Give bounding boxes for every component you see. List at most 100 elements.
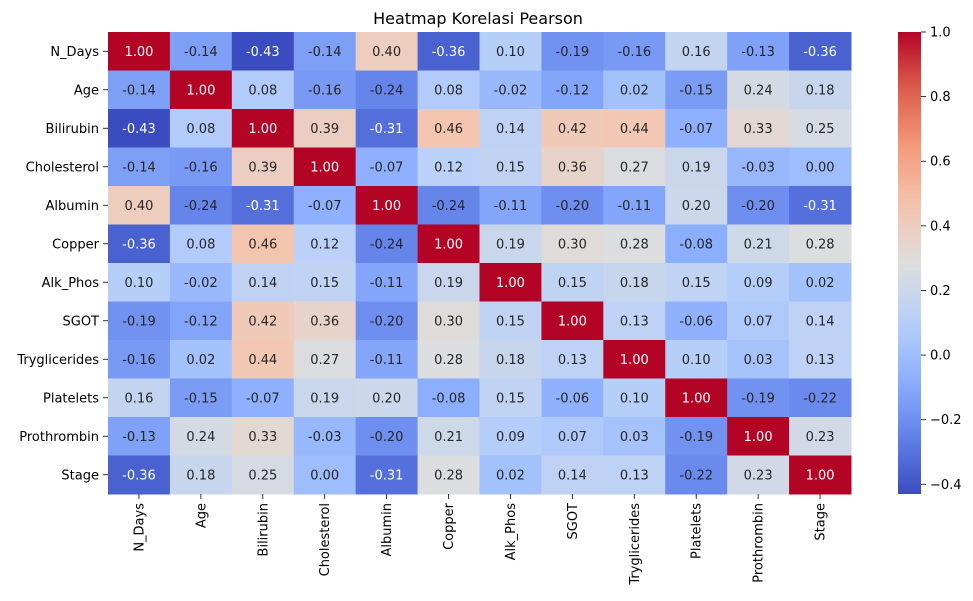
cell-value-label: -0.07 bbox=[308, 199, 342, 214]
cell-value-label: 0.13 bbox=[620, 314, 649, 329]
heatmap-cell bbox=[479, 455, 542, 495]
heatmap-cell bbox=[479, 109, 542, 148]
heatmap-cell bbox=[479, 186, 542, 225]
x-axis-ticks: N_Days Age Bilirubin Cholesterol Albumin Copp… bbox=[132, 494, 829, 586]
cell-value-label: 0.08 bbox=[248, 83, 277, 98]
heatmap-cell bbox=[665, 340, 728, 379]
heatmap-cell bbox=[603, 263, 666, 302]
heatmap-cell bbox=[541, 340, 604, 379]
heatmap-cell bbox=[479, 378, 542, 418]
heatmap-cell bbox=[603, 186, 666, 225]
heatmap-cell bbox=[541, 301, 604, 341]
heatmap-cell bbox=[108, 109, 171, 148]
heatmap-cell bbox=[355, 224, 419, 264]
cell-value-label: 0.39 bbox=[248, 160, 277, 175]
heatmap-cell bbox=[603, 455, 666, 495]
cell-value-label: 0.23 bbox=[806, 430, 835, 445]
cell-value-label: -0.31 bbox=[803, 199, 837, 214]
heatmap-cell bbox=[479, 263, 542, 302]
heatmap-cell bbox=[417, 70, 480, 110]
x-tick-label: SGOT bbox=[566, 503, 581, 540]
cell-value-label: 1.00 bbox=[496, 276, 525, 291]
cell-value-label: 0.44 bbox=[620, 122, 649, 137]
x-tick-label: Prothrombin bbox=[752, 503, 767, 583]
x-tick-label: Platelets bbox=[690, 503, 705, 559]
heatmap-cell bbox=[108, 340, 171, 379]
cell-value-label: -0.12 bbox=[184, 314, 218, 329]
heatmap-cell bbox=[293, 224, 357, 264]
heatmap-cell bbox=[417, 186, 480, 225]
heatmap-cell bbox=[108, 186, 171, 225]
heatmap-cell bbox=[108, 455, 171, 495]
heatmap-cell bbox=[169, 263, 233, 302]
heatmap-cell bbox=[293, 340, 357, 379]
cell-value-label: 0.02 bbox=[496, 468, 525, 483]
cell-value-label: 0.27 bbox=[310, 353, 339, 368]
heatmap-cell bbox=[293, 147, 357, 187]
cell-value-label: 1.00 bbox=[744, 430, 773, 445]
cell-value-label: -0.19 bbox=[741, 391, 775, 406]
heatmap-cell bbox=[355, 340, 419, 379]
cell-value-label: 0.42 bbox=[248, 314, 277, 329]
colorbar-tick-label: 0.0 bbox=[930, 349, 951, 364]
colorbar-tick-label: 0.2 bbox=[930, 284, 951, 299]
cell-value-label: -0.20 bbox=[556, 199, 590, 214]
cell-value-label: 0.12 bbox=[310, 237, 339, 252]
heatmap-cell bbox=[293, 186, 357, 225]
cell-value-label: 0.40 bbox=[124, 199, 153, 214]
heatmap-cell bbox=[293, 455, 357, 495]
heatmap-cell bbox=[108, 70, 171, 110]
cell-value-label: 0.08 bbox=[434, 83, 463, 98]
heatmap-cell bbox=[479, 224, 542, 264]
y-tick-label: SGOT bbox=[63, 314, 100, 329]
cell-value-label: 0.02 bbox=[806, 276, 835, 291]
heatmap-cell bbox=[665, 417, 728, 456]
cell-value-label: -0.36 bbox=[803, 45, 837, 60]
heatmap-cell bbox=[789, 70, 852, 110]
y-tick-label: Tryglicerides bbox=[16, 353, 99, 368]
heatmap-cell bbox=[108, 32, 171, 71]
heatmap-cell bbox=[727, 340, 790, 379]
heatmap-cell bbox=[789, 224, 852, 264]
heatmap-cell bbox=[169, 301, 233, 341]
heatmap-cell bbox=[727, 301, 790, 341]
heatmap-cell bbox=[417, 263, 480, 302]
heatmap-cell bbox=[665, 455, 728, 495]
heatmap-cell bbox=[665, 301, 728, 341]
y-tick-label: Platelets bbox=[43, 391, 99, 406]
x-tick-label: Tryglicerides bbox=[628, 503, 643, 586]
cell-value-label: 0.46 bbox=[248, 237, 277, 252]
heatmap-cell bbox=[727, 147, 790, 187]
heatmap-cell bbox=[169, 417, 233, 456]
heatmap-cell bbox=[789, 455, 852, 495]
colorbar-tick-label: 0.4 bbox=[930, 219, 951, 234]
cell-value-label: 1.00 bbox=[620, 353, 649, 368]
cell-value-label: -0.20 bbox=[370, 314, 404, 329]
cell-value-label: 0.19 bbox=[496, 237, 525, 252]
cell-value-label: -0.08 bbox=[679, 237, 713, 252]
heatmap-cell bbox=[541, 70, 604, 110]
heatmap-cell bbox=[541, 378, 604, 418]
heatmap-cell bbox=[169, 378, 233, 418]
cell-value-label: 0.14 bbox=[806, 314, 835, 329]
cell-value-label: 0.18 bbox=[496, 353, 525, 368]
cell-value-label: -0.16 bbox=[308, 83, 342, 98]
colorbar-gradient bbox=[898, 32, 921, 494]
heatmap-cell bbox=[603, 340, 666, 379]
cell-value-label: 1.00 bbox=[186, 83, 215, 98]
cell-value-label: 0.36 bbox=[310, 314, 339, 329]
colorbar: 1.0 0.8 0.6 0.4 0.2 0.0 −0.2 −0.4 bbox=[898, 26, 962, 494]
cell-value-label: 0.39 bbox=[310, 122, 339, 137]
cell-value-label: 0.13 bbox=[620, 468, 649, 483]
heatmap-cell bbox=[479, 301, 542, 341]
heatmap-cell bbox=[293, 263, 357, 302]
cell-value-label: 0.13 bbox=[806, 353, 835, 368]
heatmap-cell bbox=[727, 70, 790, 110]
cell-value-label: 0.24 bbox=[186, 430, 215, 445]
heatmap-cell bbox=[231, 455, 295, 495]
heatmap-cell bbox=[108, 378, 171, 418]
heatmap-cell bbox=[231, 263, 295, 302]
heatmap-cell bbox=[789, 340, 852, 379]
heatmap-cell bbox=[541, 186, 604, 225]
cell-value-label: 0.28 bbox=[434, 353, 463, 368]
